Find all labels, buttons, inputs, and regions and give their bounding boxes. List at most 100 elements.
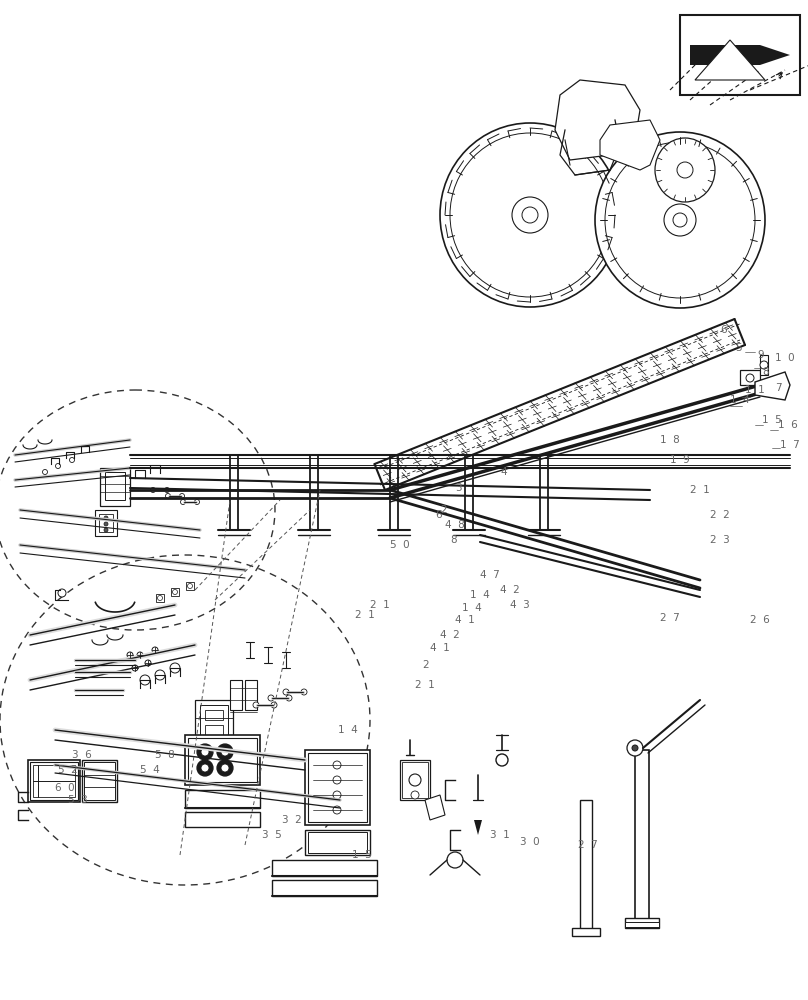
Text: 4  8: 4 8 bbox=[445, 520, 465, 530]
Bar bbox=[680, 15, 800, 95]
Bar bbox=[186, 582, 194, 590]
Bar bbox=[230, 680, 242, 710]
Text: 1  5: 1 5 bbox=[762, 415, 782, 425]
Text: 2  1: 2 1 bbox=[690, 485, 709, 495]
Text: 1  4: 1 4 bbox=[730, 395, 750, 405]
Ellipse shape bbox=[440, 123, 620, 307]
Text: 2  1: 2 1 bbox=[370, 600, 389, 610]
Bar bbox=[171, 588, 179, 596]
Polygon shape bbox=[600, 120, 660, 170]
Bar bbox=[205, 710, 223, 720]
Text: 2  1: 2 1 bbox=[415, 680, 435, 690]
Circle shape bbox=[201, 748, 209, 756]
Circle shape bbox=[271, 702, 277, 708]
Circle shape bbox=[221, 748, 229, 756]
Text: 1  7: 1 7 bbox=[780, 440, 800, 450]
Circle shape bbox=[195, 499, 200, 504]
Text: 4  1: 4 1 bbox=[430, 643, 450, 653]
Circle shape bbox=[172, 589, 178, 594]
Bar bbox=[200, 705, 228, 740]
Circle shape bbox=[333, 776, 341, 784]
Text: 5: 5 bbox=[735, 343, 742, 353]
Text: 4: 4 bbox=[500, 467, 507, 477]
Text: 5  0: 5 0 bbox=[390, 540, 410, 550]
Bar bbox=[205, 725, 223, 735]
Circle shape bbox=[411, 791, 419, 799]
Text: 3  5: 3 5 bbox=[262, 830, 282, 840]
Ellipse shape bbox=[595, 132, 765, 308]
Circle shape bbox=[56, 464, 61, 468]
Text: 4  7: 4 7 bbox=[480, 570, 500, 580]
Text: 3  6: 3 6 bbox=[72, 750, 92, 760]
Bar bbox=[305, 750, 370, 825]
Text: 5  3: 5 3 bbox=[68, 795, 88, 805]
Circle shape bbox=[746, 374, 754, 382]
Bar bbox=[625, 918, 659, 928]
Bar bbox=[99, 514, 113, 532]
Circle shape bbox=[152, 647, 158, 653]
Bar bbox=[308, 832, 367, 853]
Circle shape bbox=[769, 383, 777, 391]
Text: 1  0: 1 0 bbox=[775, 353, 794, 363]
Circle shape bbox=[673, 213, 687, 227]
Text: 6  0: 6 0 bbox=[55, 783, 74, 793]
Circle shape bbox=[137, 652, 143, 658]
Text: 1  4: 1 4 bbox=[470, 590, 490, 600]
Text: 8: 8 bbox=[762, 367, 768, 377]
Circle shape bbox=[333, 761, 341, 769]
Polygon shape bbox=[555, 80, 640, 160]
Polygon shape bbox=[690, 45, 790, 65]
Circle shape bbox=[301, 689, 307, 695]
Bar bbox=[84, 762, 115, 800]
Bar bbox=[156, 594, 164, 602]
Bar bbox=[740, 370, 760, 385]
Text: 2  3: 2 3 bbox=[710, 535, 730, 545]
Bar bbox=[402, 762, 428, 798]
Circle shape bbox=[43, 470, 48, 475]
Bar bbox=[572, 928, 600, 936]
Text: 2  2: 2 2 bbox=[710, 510, 730, 520]
Circle shape bbox=[127, 652, 133, 658]
Bar bbox=[272, 880, 377, 896]
Bar bbox=[30, 762, 78, 800]
Text: 6: 6 bbox=[435, 510, 442, 520]
Text: 2: 2 bbox=[440, 505, 447, 515]
Text: 9: 9 bbox=[757, 350, 764, 360]
Text: 1  9: 1 9 bbox=[670, 455, 690, 465]
Bar bbox=[245, 680, 257, 710]
Circle shape bbox=[179, 493, 184, 498]
Circle shape bbox=[150, 488, 155, 492]
Circle shape bbox=[104, 522, 108, 526]
Circle shape bbox=[104, 528, 108, 532]
Circle shape bbox=[166, 493, 170, 498]
Text: 2: 2 bbox=[422, 660, 428, 670]
Bar bbox=[185, 812, 260, 827]
Bar bbox=[82, 760, 117, 802]
Text: 1  4: 1 4 bbox=[338, 725, 358, 735]
Circle shape bbox=[170, 663, 180, 673]
Circle shape bbox=[632, 745, 638, 751]
Circle shape bbox=[447, 852, 463, 868]
Text: 2  6: 2 6 bbox=[750, 615, 770, 625]
Circle shape bbox=[140, 675, 150, 685]
Text: 3  2: 3 2 bbox=[282, 815, 301, 825]
Circle shape bbox=[217, 744, 233, 760]
Circle shape bbox=[268, 695, 274, 701]
Circle shape bbox=[496, 754, 508, 766]
Text: 7: 7 bbox=[775, 383, 781, 393]
Circle shape bbox=[187, 584, 192, 588]
Circle shape bbox=[197, 744, 213, 760]
Text: 4  2: 4 2 bbox=[500, 585, 520, 595]
Circle shape bbox=[522, 207, 538, 223]
Circle shape bbox=[197, 760, 213, 776]
Text: 1  8: 1 8 bbox=[660, 435, 680, 445]
Polygon shape bbox=[474, 820, 482, 835]
Bar bbox=[305, 830, 370, 855]
Circle shape bbox=[201, 764, 209, 772]
Bar bbox=[188, 738, 257, 782]
Text: 4  3: 4 3 bbox=[510, 600, 530, 610]
Text: 5  4: 5 4 bbox=[140, 765, 160, 775]
Circle shape bbox=[180, 499, 186, 504]
Bar bbox=[760, 355, 768, 375]
Circle shape bbox=[221, 764, 229, 772]
